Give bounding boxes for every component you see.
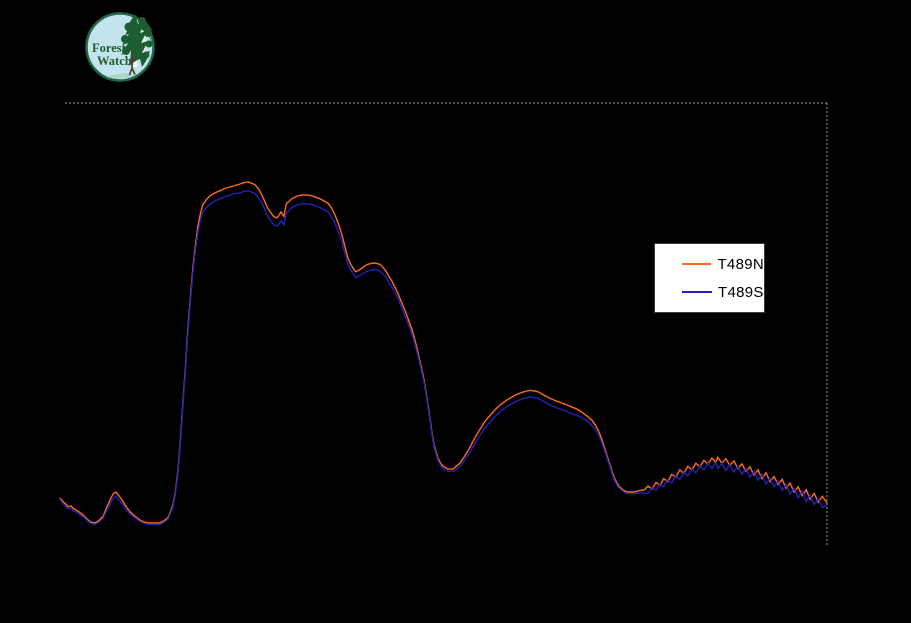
- chart-title: Reflectance Spectra of White Pine Sample…: [0, 22, 911, 62]
- t489n-line-swatch: [682, 263, 712, 265]
- x-axis-label: Wavelength (nm): [395, 568, 495, 583]
- person-icon: [128, 56, 137, 76]
- tree-icon: [121, 14, 153, 67]
- legend-label-t489s: T489S: [718, 283, 764, 301]
- legend-entry-t489s: T489S: [655, 282, 764, 302]
- t489s-line-swatch: [682, 291, 712, 293]
- forest-watch-logo: Forest Watch: [84, 11, 156, 83]
- legend-label-t489n: T489N: [717, 255, 764, 273]
- forest-watch-logo-graphic: Forest Watch: [85, 12, 155, 82]
- chart-title-line1: Reflectance Spectra of White Pine Sample…: [274, 24, 637, 39]
- logo-text-watch: Watch: [97, 54, 132, 68]
- logo-text-forest: Forest: [92, 41, 127, 55]
- legend-entry-t489n: T489N: [655, 254, 764, 274]
- y-axis-label: Reflectance (%): [24, 283, 40, 376]
- series-line-T489S: [59, 189, 828, 526]
- series-line-T489N: [59, 181, 828, 524]
- chart-title-line2: Spring 2009: [420, 44, 491, 59]
- logo-ground: [106, 73, 136, 79]
- legend: T489N T489S: [654, 243, 765, 313]
